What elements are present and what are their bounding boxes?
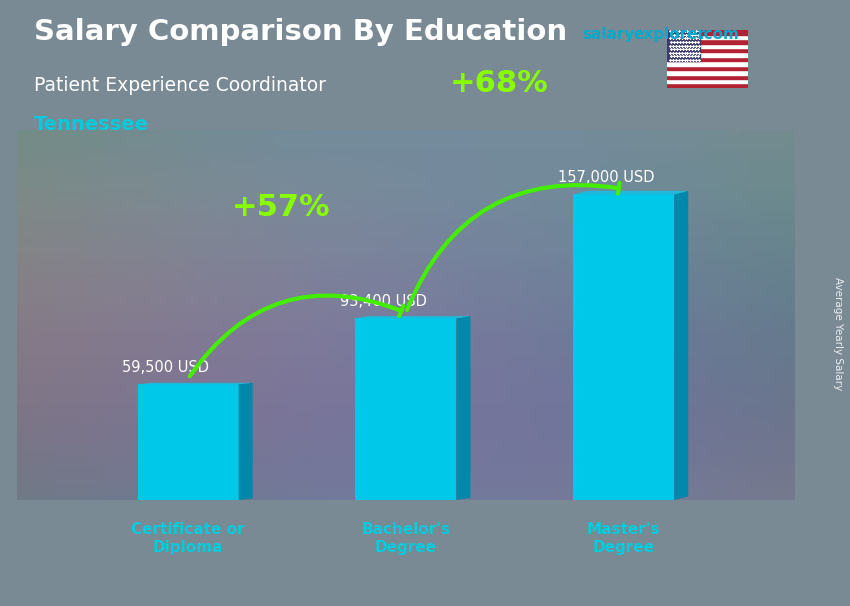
Bar	[667, 39, 748, 44]
Polygon shape	[456, 316, 470, 500]
Polygon shape	[573, 191, 689, 195]
Bar	[667, 35, 748, 39]
Text: Bachelor's
Degree: Bachelor's Degree	[361, 522, 450, 554]
Text: salary: salary	[582, 27, 635, 42]
Text: 59,500 USD: 59,500 USD	[122, 360, 209, 375]
Text: 157,000 USD: 157,000 USD	[558, 170, 654, 185]
Text: .com: .com	[699, 27, 740, 42]
Polygon shape	[355, 318, 456, 500]
Bar	[667, 65, 748, 70]
Text: Certificate or
Diploma: Certificate or Diploma	[132, 522, 245, 554]
Polygon shape	[355, 316, 470, 318]
Bar	[667, 75, 748, 79]
Bar	[667, 44, 748, 48]
Text: Salary Comparison By Education: Salary Comparison By Education	[34, 18, 567, 46]
Text: Average Yearly Salary: Average Yearly Salary	[833, 277, 843, 390]
Polygon shape	[239, 383, 252, 500]
Bar	[667, 30, 700, 61]
Text: Patient Experience Coordinator: Patient Experience Coordinator	[34, 76, 326, 95]
Bar	[667, 30, 748, 35]
Bar	[667, 48, 748, 53]
Text: Tennessee: Tennessee	[34, 115, 149, 134]
Polygon shape	[573, 195, 674, 500]
Polygon shape	[138, 384, 239, 500]
Bar	[667, 70, 748, 75]
Text: +57%: +57%	[232, 193, 331, 222]
Bar	[667, 79, 748, 84]
Text: +68%: +68%	[450, 69, 548, 98]
Bar	[667, 61, 748, 65]
Text: Master's
Degree: Master's Degree	[586, 522, 660, 554]
Bar	[667, 53, 748, 57]
Text: 93,400 USD: 93,400 USD	[340, 294, 427, 309]
Polygon shape	[138, 383, 252, 384]
Bar	[667, 84, 748, 88]
Polygon shape	[674, 191, 689, 500]
Text: explorer: explorer	[633, 27, 706, 42]
Bar	[667, 57, 748, 61]
